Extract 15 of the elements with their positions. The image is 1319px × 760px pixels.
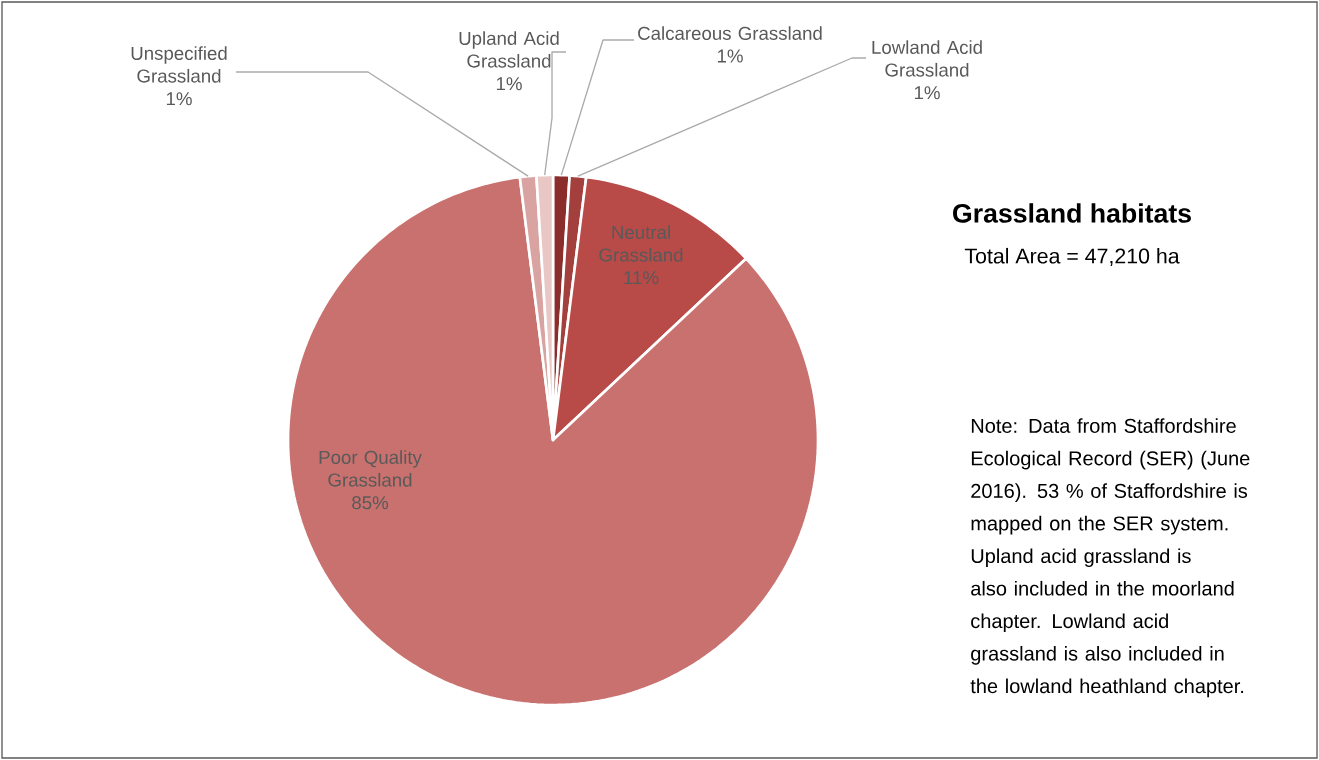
slice-label: Upland Acid Grassland (459, 31, 559, 68)
text: Note: Data from Staffordshire Ecological Record (SER) (June 2016). 53 % of Staffordshire is mapped on the SER system. Upland acid grassland is also included in the moorland chapter. Lowland acid grassland is also included in the lowland heathland chapter. (970, 418, 1250, 698)
data-label: 1% (914, 86, 940, 100)
text: Grassland habitats (953, 203, 1191, 223)
slice-label: Poor Quality Grassland (319, 450, 422, 487)
slice-label: Calcareous Grassland (638, 26, 822, 40)
data-label: 1% (717, 49, 743, 63)
data-label: 11% (624, 271, 659, 285)
data-label: 85% (352, 496, 389, 510)
slice-label: Neutral Grassland (599, 225, 683, 262)
data-label: 1% (166, 92, 192, 106)
data-label: 1% (496, 77, 522, 91)
slice-label: Unspecified Grassland (131, 46, 227, 83)
text: Total Area = 47,210 ha (964, 247, 1180, 267)
slice-label: Lowland Acid Grassland (872, 40, 982, 77)
